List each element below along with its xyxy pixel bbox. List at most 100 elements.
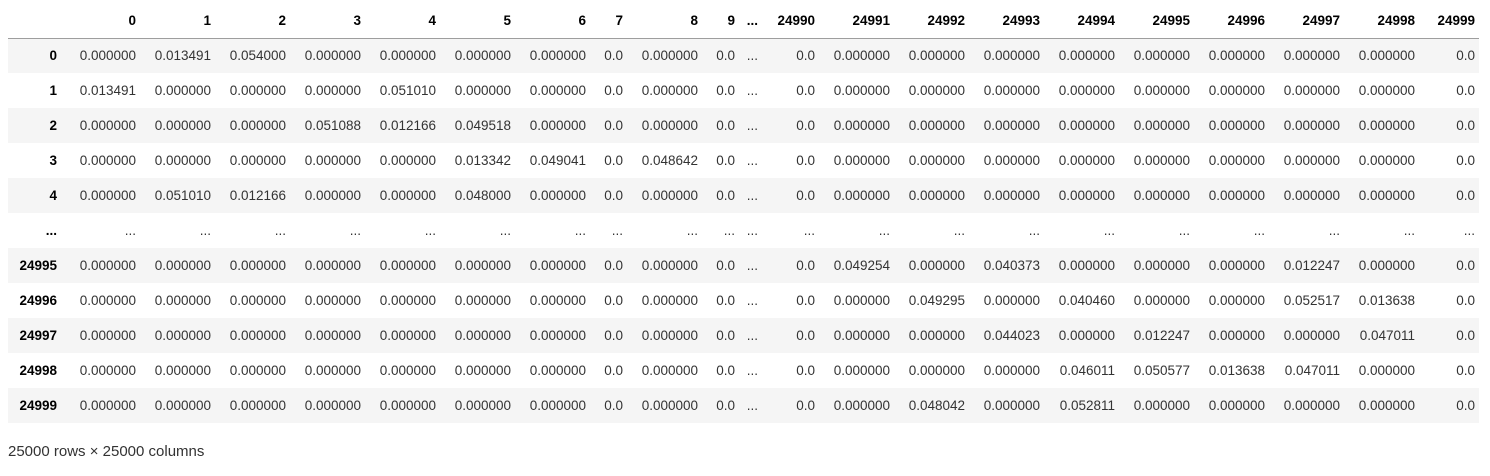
table-row: 24997 0.000000 0.000000 0.000000 0.000000 0.0… — [8, 318, 1479, 353]
table-cell: 0.000000 — [229, 118, 286, 133]
column-header: 24993 — [969, 3, 1044, 39]
table-cell: 0.000000 — [229, 83, 286, 98]
table-cell: 0.000000 — [1058, 83, 1115, 98]
table-cell: 0.000000 — [529, 258, 586, 273]
table-cell: 0.000000 — [379, 328, 436, 343]
table-cell: 0.049518 — [454, 118, 511, 133]
table-cell: 0.0 — [716, 48, 735, 64]
table-cell: 0.000000 — [229, 363, 286, 378]
table-cell: 0.000000 — [833, 48, 890, 64]
table-cell: 0.0 — [604, 83, 623, 98]
table-cell: 0.000000 — [379, 48, 436, 64]
table-row: 24999 0.000000 0.000000 0.000000 0.000000 0.0… — [8, 388, 1479, 423]
index-header-corner — [8, 3, 65, 39]
table-cell: 0.000000 — [79, 258, 136, 273]
table-cell: ... — [746, 48, 758, 64]
row-index-label: 4 — [49, 188, 57, 203]
table-cell: 0.000000 — [983, 83, 1040, 98]
column-header: 24994 — [1044, 3, 1119, 39]
table-cell: 0.012166 — [379, 118, 436, 133]
table-cell: 0.000000 — [79, 293, 136, 308]
table-cell: 0.000000 — [1133, 118, 1190, 133]
column-header: 4 — [365, 3, 440, 39]
table-cell: 0.0 — [604, 258, 623, 273]
table-cell: 0.000000 — [983, 48, 1040, 64]
table-cell: 0.000000 — [1058, 48, 1115, 64]
table-cell: 0.000000 — [1058, 258, 1115, 273]
table-cell: 0.000000 — [304, 328, 361, 343]
row-index-label: 24997 — [19, 328, 57, 343]
table-cell: ... — [124, 223, 136, 238]
table-cell: 0.000000 — [1133, 258, 1190, 273]
table-cell: ... — [746, 363, 758, 378]
table-cell: 0.0 — [1456, 328, 1475, 343]
table-cell: 0.000000 — [304, 363, 361, 378]
table-cell: 0.000000 — [908, 258, 965, 273]
table-cell: 0.0 — [796, 328, 815, 343]
table-cell: 0.000000 — [79, 118, 136, 133]
table-cell: 0.000000 — [641, 188, 698, 203]
table-cell: 0.0 — [796, 188, 815, 203]
table-cell: 0.000000 — [304, 153, 361, 168]
table-cell: 0.0 — [796, 48, 815, 64]
table-cell: ... — [1403, 223, 1415, 238]
table-cell: 0.000000 — [79, 328, 136, 343]
table-cell: 0.000000 — [79, 153, 136, 168]
table-cell: 0.000000 — [641, 398, 698, 413]
table-cell: 0.000000 — [529, 398, 586, 413]
table-cell: 0.000000 — [529, 118, 586, 133]
table-cell: 0.051010 — [379, 83, 436, 98]
table-cell: 0.000000 — [529, 83, 586, 98]
table-cell: 0.000000 — [1133, 48, 1190, 64]
column-header: 3 — [290, 3, 365, 39]
table-cell: 0.000000 — [154, 328, 211, 343]
table-cell: 0.000000 — [1133, 188, 1190, 203]
table-cell: 0.0 — [796, 83, 815, 98]
table-cell: ... — [274, 223, 286, 238]
table-cell: 0.0 — [716, 188, 735, 203]
column-header: 1 — [140, 3, 215, 39]
table-cell: 0.000000 — [379, 398, 436, 413]
row-index-label: 24996 — [19, 293, 57, 308]
table-cell: 0.0 — [716, 398, 735, 413]
table-cell: 0.0 — [796, 118, 815, 133]
table-cell: 0.000000 — [641, 293, 698, 308]
column-header: 24997 — [1269, 3, 1344, 39]
table-cell: 0.000000 — [833, 118, 890, 133]
table-cell: 0.000000 — [379, 363, 436, 378]
table-cell: ... — [746, 328, 758, 343]
table-cell: 0.000000 — [1358, 188, 1415, 203]
table-cell: ... — [1103, 223, 1115, 238]
table-cell: 0.0 — [604, 48, 623, 64]
table-cell: 0.000000 — [304, 83, 361, 98]
table-cell: 0.000000 — [304, 48, 361, 64]
table-cell: 0.048642 — [641, 153, 698, 168]
table-cell: 0.0 — [604, 363, 623, 378]
table-cell: 0.000000 — [641, 328, 698, 343]
table-cell: 0.000000 — [1283, 48, 1340, 64]
table-cell: 0.013342 — [454, 153, 511, 168]
table-row: 2 0.000000 0.000000 0.000000 0.051088 0.01216… — [8, 108, 1479, 143]
table-cell: 0.000000 — [229, 398, 286, 413]
table-cell: 0.048000 — [454, 188, 511, 203]
table-cell: 0.013491 — [154, 48, 211, 64]
column-header: 9 — [702, 3, 739, 39]
table-cell: 0.000000 — [1283, 188, 1340, 203]
table-cell: ... — [746, 188, 758, 203]
table-cell: 0.000000 — [1133, 398, 1190, 413]
table-cell: ... — [878, 223, 890, 238]
table-cell: 0.000000 — [304, 398, 361, 413]
table-cell: 0.0 — [1456, 188, 1475, 203]
row-index-label: ... — [45, 223, 57, 238]
table-cell: 0.0 — [1456, 118, 1475, 133]
table-row: 24998 0.000000 0.000000 0.000000 0.000000 0.0… — [8, 353, 1479, 388]
table-cell: 0.000000 — [154, 363, 211, 378]
table-cell: 0.000000 — [1208, 188, 1265, 203]
table-cell: ... — [803, 223, 815, 238]
table-cell: 0.000000 — [641, 83, 698, 98]
table-cell: ... — [574, 223, 586, 238]
table-cell: 0.013638 — [1358, 293, 1415, 308]
table-cell: 0.000000 — [833, 83, 890, 98]
table-cell: 0.000000 — [304, 293, 361, 308]
table-cell: 0.000000 — [1058, 328, 1115, 343]
